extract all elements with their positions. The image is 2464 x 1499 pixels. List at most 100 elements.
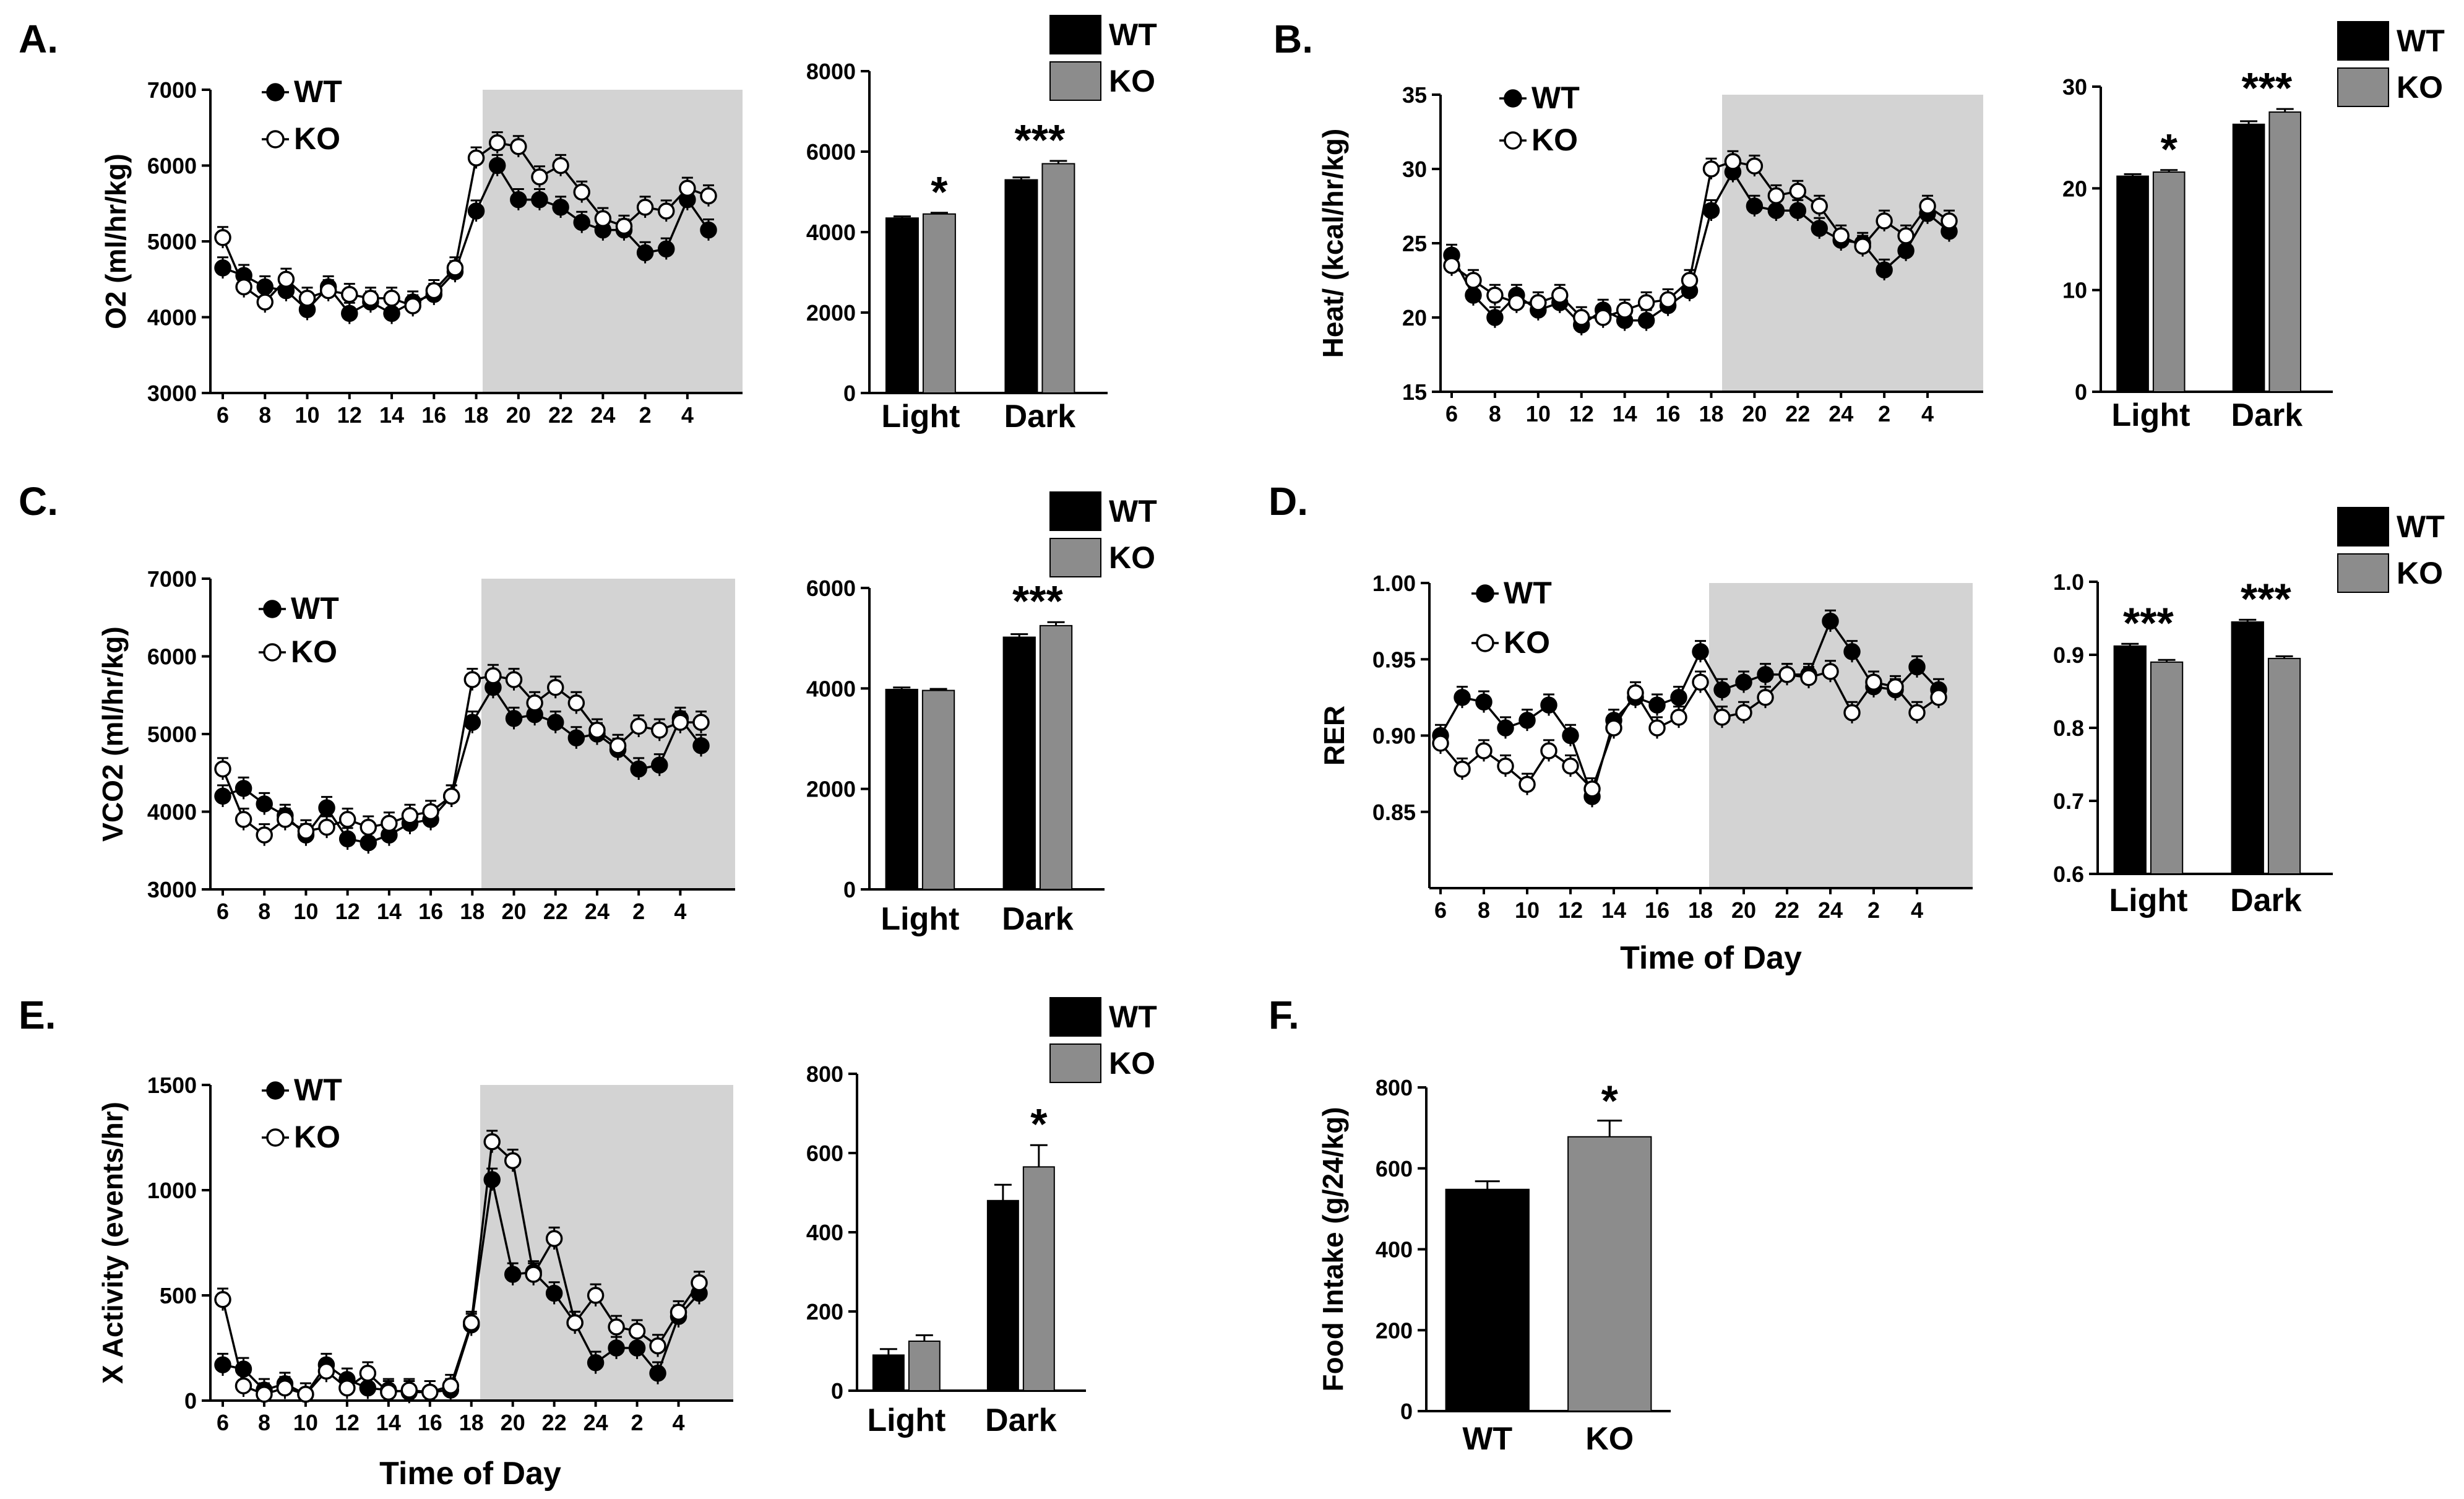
B-line-series-KO-point	[1702, 160, 1720, 178]
E-line-series-KO-point	[380, 1383, 397, 1401]
E-bar-y-tick-label: 400	[806, 1220, 843, 1245]
B-line-x-tick-label: 12	[1569, 401, 1594, 426]
C-line-series-WT-point	[338, 830, 356, 848]
C-bar-legend-swatch-WT	[1049, 491, 1101, 531]
A-line-series-KO-point	[636, 199, 654, 216]
C-line-series-KO-point	[381, 814, 398, 832]
E-line-series-KO-point	[483, 1133, 501, 1151]
B-bar-y-tick-label: 20	[2062, 176, 2087, 201]
B-bar-bar-KO-Light	[2152, 171, 2186, 392]
A-line-series-KO-point	[657, 202, 675, 220]
C-line-series-WT-point	[235, 780, 252, 797]
D-bar-y-tick-label: 1.0	[2053, 569, 2084, 595]
E-line-series-WT-point	[608, 1339, 625, 1357]
B-bar-y-tick-label: 10	[2062, 278, 2087, 303]
A-line-y-tick-label: 3000	[147, 381, 197, 406]
E-line-series-KO-point	[400, 1381, 418, 1399]
A-bar-y-tick-label: 6000	[806, 139, 856, 165]
E-line-series-KO-point	[421, 1383, 439, 1401]
D-line-y-tick-label: 0.85	[1372, 800, 1416, 825]
A-line-series-WT-point	[510, 191, 527, 209]
C-line-series-KO-point	[256, 826, 273, 844]
C-line-y-tick-label: 5000	[147, 722, 197, 747]
C-line-series-KO-point	[463, 671, 481, 688]
D-line-series-KO-point	[1562, 758, 1579, 775]
A-line-series-WT-point	[531, 191, 548, 209]
C-bar-bar-KO-Dark	[1039, 624, 1073, 890]
D-line-dark-phase-shade	[1709, 583, 1973, 888]
D-line-x-tick-label: 18	[1688, 897, 1713, 923]
E-line-series-WT-point	[587, 1354, 605, 1372]
C-line-series-WT-point	[630, 760, 647, 778]
E-line-x-tick-label: 4	[673, 1410, 685, 1435]
A-line-series-KO-point	[467, 149, 485, 166]
B-line-series-KO-point	[1854, 238, 1871, 255]
B-line-x-tick-label: 20	[1742, 401, 1767, 426]
A-line-series-KO-point	[404, 297, 421, 314]
A-line-legend-marker-WT	[266, 83, 285, 102]
E-line-series-KO-point	[338, 1379, 356, 1397]
C-line-x-tick-label: 8	[258, 899, 270, 924]
D-line-series-KO-point	[1432, 735, 1449, 752]
B-bar-legend-label-WT: WT	[2397, 24, 2445, 58]
D-bar-axes: 0.6 0.7 0.8 0.9 1.0	[2053, 569, 2333, 887]
B-line-y-tick-label: 15	[1402, 379, 1427, 405]
B-bar-category-label-Dark: Dark	[2231, 397, 2303, 433]
C-bar-legend-label-WT: WT	[1109, 494, 1157, 529]
E-line-y-tick-label: 0	[184, 1388, 197, 1414]
E-line-x-tick-label: 14	[376, 1410, 401, 1435]
D-line-series-KO-point	[1713, 709, 1731, 726]
C-line-series-WT-point	[692, 737, 710, 754]
A-line-x-tick-label: 18	[464, 402, 489, 428]
F-bar-y-tick-label: 600	[1376, 1156, 1413, 1181]
D-line-y-tick-label: 0.90	[1372, 724, 1416, 749]
E-line-series-KO-point	[235, 1377, 252, 1394]
A-bar-bar-KO-Dark	[1041, 163, 1075, 394]
A-line-series-KO-point	[214, 229, 231, 246]
C-line-x-tick-label: 14	[377, 899, 402, 924]
B-bar-category-label-Light: Light	[2111, 397, 2190, 433]
D-bar-category-label-Light: Light	[2109, 883, 2187, 918]
E-line-series-KO-point	[462, 1314, 480, 1331]
B-line-legend-marker-KO	[1504, 131, 1522, 150]
B-line-x-tick-label: 10	[1526, 401, 1551, 426]
D-line-series-WT-point	[1562, 727, 1579, 745]
C-line-legend-label-WT: WT	[291, 591, 339, 626]
E-line-series-KO-point	[297, 1386, 314, 1403]
E-line-series-KO-point	[359, 1365, 377, 1382]
A-bar-y-tick-label: 2000	[806, 300, 856, 326]
E-line-series-WT-point	[504, 1266, 522, 1283]
A-bar-category-label-Dark: Dark	[1004, 399, 1076, 434]
D-line-series-KO-point	[1735, 704, 1752, 722]
F-bar-y-axis-label: Food Intake (g/24/kg)	[1317, 1107, 1349, 1391]
E-bar-bar-WT-Light	[872, 1354, 905, 1391]
A-line-series-KO-point	[362, 290, 379, 307]
F-bar-bar-WT	[1445, 1188, 1530, 1412]
C-bar-y-tick-label: 0	[843, 877, 856, 902]
B-line-y-tick-label: 25	[1402, 231, 1427, 256]
C-bar-category-label-Dark: Dark	[1002, 901, 1074, 937]
A-line-x-tick-label: 4	[681, 402, 694, 428]
E-line-series-KO-point	[214, 1291, 231, 1308]
B-line-series-WT-point	[1637, 312, 1655, 329]
D-line-series-KO-point	[1518, 775, 1536, 793]
A-line-x-tick-label: 8	[259, 402, 271, 428]
D-line-series-KO-point	[1692, 673, 1709, 691]
E-line-x-tick-label: 18	[459, 1410, 484, 1435]
A-line-series-KO-point	[700, 187, 717, 205]
C-bar-y-tick-label: 4000	[806, 676, 856, 701]
C-line-series-KO-point	[338, 811, 356, 828]
C-line-legend-marker-WT	[263, 600, 282, 618]
F-bar-y-tick-label: 200	[1376, 1318, 1413, 1343]
E-line-x-tick-label: 6	[217, 1410, 229, 1435]
E-line-series-KO-point	[545, 1230, 563, 1247]
C-bar-bar-WT-Light	[885, 688, 918, 890]
B-line-series-KO-point	[1616, 301, 1634, 319]
B-line-series-KO-point	[1767, 187, 1785, 204]
E-line-x-tick-label: 12	[335, 1410, 360, 1435]
D-line-legend-label-KO: KO	[1504, 625, 1550, 660]
C-line-series-KO-point	[318, 818, 335, 836]
D-line-legend-marker-WT	[1476, 584, 1494, 603]
E-line-series-WT-point	[649, 1365, 666, 1382]
B-bar-y-tick-label: 0	[2075, 379, 2087, 405]
